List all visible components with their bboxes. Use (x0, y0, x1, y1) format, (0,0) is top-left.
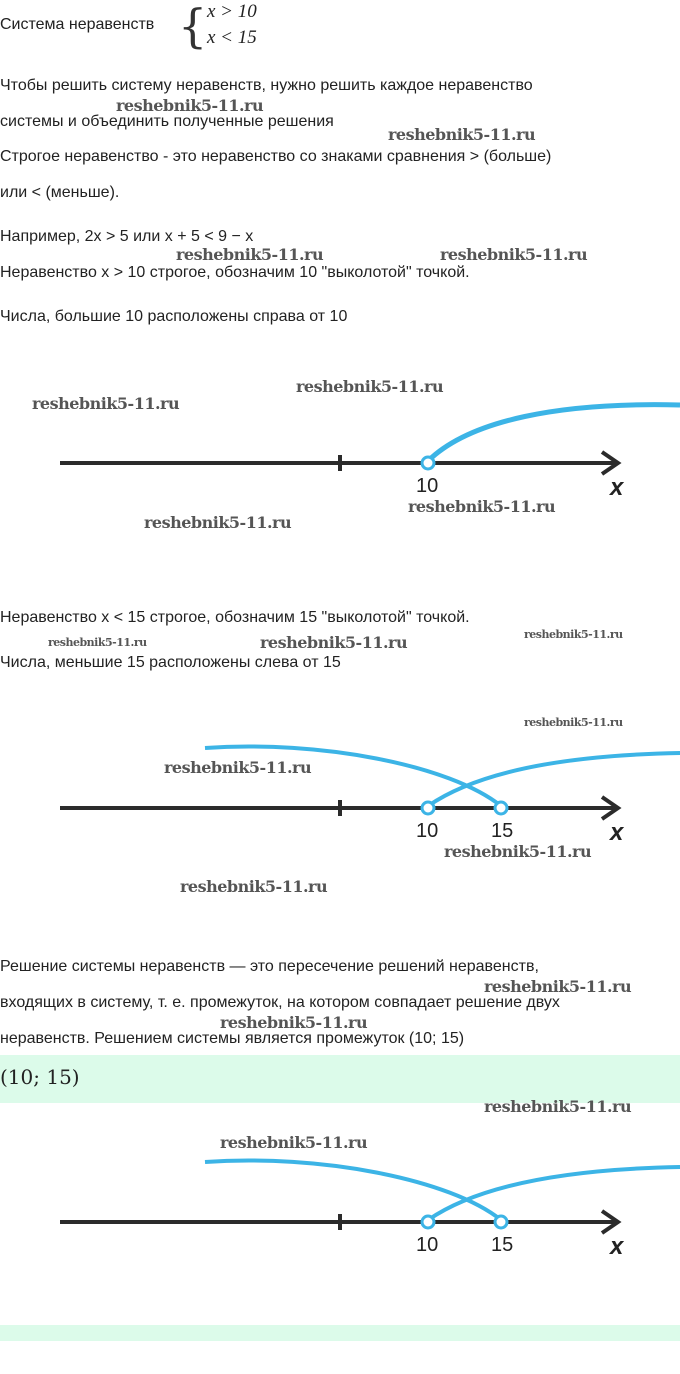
point-label-10: 10 (416, 475, 438, 497)
watermark: reshebnik5-11.ru (440, 245, 588, 264)
answer-value: (10; 15) (0, 1065, 80, 1089)
watermark: reshebnik5-11.ru (260, 633, 408, 652)
arrow-icon (600, 1209, 622, 1235)
open-point-15 (493, 800, 509, 816)
point-label-15: 15 (491, 1234, 513, 1256)
open-point-10 (420, 455, 436, 471)
watermark: reshebnik5-11.ru (176, 245, 324, 264)
text-line: Строгое неравенство - это неравенство со… (0, 148, 552, 165)
solution-arc-left (204, 744, 503, 808)
watermark: reshebnik5-11.ru (296, 377, 444, 396)
watermark: reshebnik5-11.ru (388, 125, 536, 144)
text-line: Решение системы неравенств — это пересеч… (0, 958, 539, 975)
text-line: системы и объединить полученные решения (0, 113, 334, 130)
axis-label: x (608, 819, 625, 846)
watermark: reshebnik5-11.ru (408, 497, 556, 516)
text-line: Чтобы решить систему неравенств, нужно р… (0, 77, 533, 94)
number-line-1: 10 x (60, 402, 680, 501)
answer-box-bottom (0, 1325, 680, 1341)
text-line: Числа, меньшие 15 расположены слева от 1… (0, 654, 341, 671)
arrow-icon (600, 450, 622, 476)
open-point-10 (420, 1214, 436, 1230)
watermark: reshebnik5-11.ru (220, 1133, 368, 1152)
watermark: reshebnik5-11.ru (32, 394, 180, 413)
watermark: reshebnik5-11.ru (484, 1097, 632, 1116)
text-line: Неравенство x < 15 строгое, обозначим 15… (0, 609, 470, 626)
axis-label: x (608, 474, 625, 501)
system-line-1: x > 10 (207, 1, 257, 22)
open-point-15 (493, 1214, 509, 1230)
text-line: или < (меньше). (0, 184, 120, 201)
point-label-10: 10 (416, 820, 438, 842)
watermark: reshebnik5-11.ru (164, 758, 312, 777)
solution-arc-left (204, 1158, 503, 1222)
watermark: reshebnik5-11.ru (524, 628, 623, 641)
system-brace: { (178, 0, 208, 53)
text-line: Числа, большие 10 расположены справа от … (0, 308, 348, 325)
watermark: reshebnik5-11.ru (524, 716, 623, 729)
open-point-10 (420, 800, 436, 816)
watermark: reshebnik5-11.ru (180, 877, 328, 896)
watermark: reshebnik5-11.ru (48, 636, 147, 649)
axis-label: x (608, 1233, 625, 1260)
text-line: Неравенство x > 10 строгое, обозначим 10… (0, 264, 470, 281)
text-line: неравенств. Решением системы является пр… (0, 1030, 465, 1047)
number-line-2: 10 15 x (60, 744, 680, 846)
text-line: входящих в систему, т. е. промежуток, на… (0, 994, 560, 1011)
watermark: reshebnik5-11.ru (484, 977, 632, 996)
system-line-2: x < 15 (207, 27, 257, 48)
watermark: reshebnik5-11.ru (116, 96, 264, 115)
arrow-icon (600, 795, 622, 821)
text-line: Например, 2x > 5 или x + 5 < 9 − x (0, 228, 254, 245)
system-label: Система неравенств (0, 16, 155, 33)
solution-arc-right (426, 751, 680, 808)
number-line-3: 10 15 x (60, 1158, 680, 1260)
watermark: reshebnik5-11.ru (444, 842, 592, 861)
point-label-15: 15 (491, 820, 513, 842)
watermark: reshebnik5-11.ru (144, 513, 292, 532)
answer-box: (10; 15) (0, 1055, 680, 1103)
solution-arc (426, 402, 680, 463)
watermark: reshebnik5-11.ru (220, 1013, 368, 1032)
point-label-10: 10 (416, 1234, 438, 1256)
solution-arc-right (426, 1165, 680, 1222)
